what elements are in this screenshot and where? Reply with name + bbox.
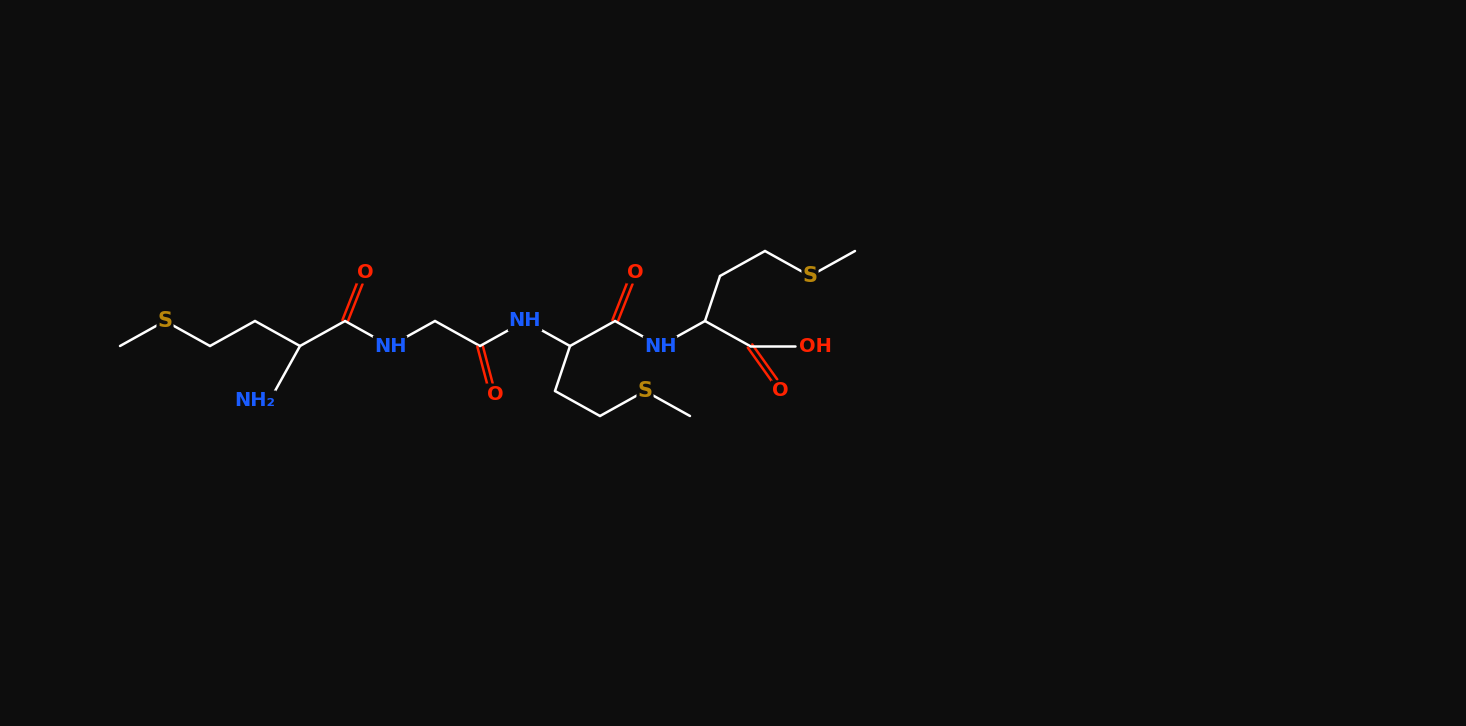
Text: S: S xyxy=(638,381,652,401)
Text: S: S xyxy=(802,266,818,286)
Text: NH: NH xyxy=(644,336,676,356)
Text: OH: OH xyxy=(799,336,831,356)
Text: S: S xyxy=(157,311,173,331)
Text: O: O xyxy=(487,385,503,404)
Text: O: O xyxy=(626,264,644,282)
Text: NH: NH xyxy=(374,336,406,356)
Text: NH₂: NH₂ xyxy=(235,391,276,410)
Text: O: O xyxy=(771,381,789,401)
Text: O: O xyxy=(356,264,374,282)
Text: NH: NH xyxy=(509,311,541,330)
